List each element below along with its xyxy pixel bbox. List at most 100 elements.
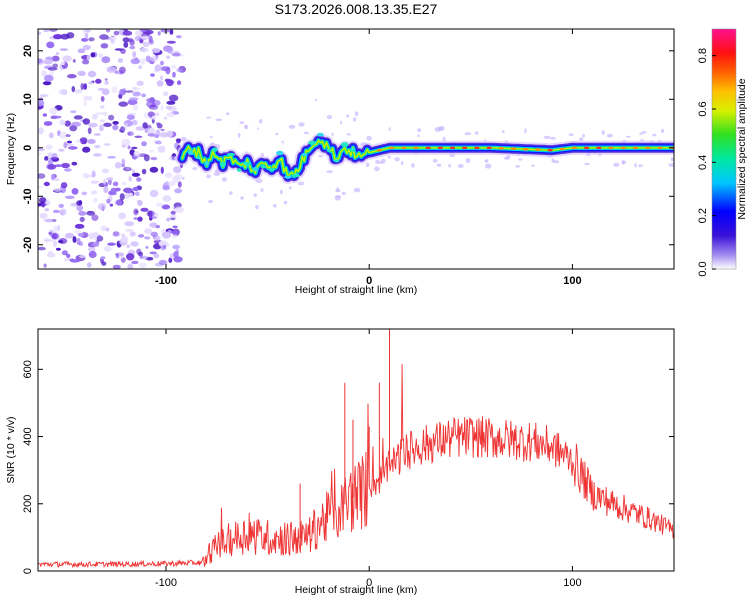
noise-speckle bbox=[63, 258, 72, 262]
noise-speckle bbox=[92, 232, 99, 239]
noise-speckle bbox=[160, 75, 164, 80]
noise-speckle bbox=[53, 240, 57, 248]
noise-speckle bbox=[66, 140, 73, 144]
noise-speckle bbox=[166, 217, 171, 222]
noise-speckle bbox=[147, 133, 156, 137]
colorbar-tick-label: 0.8 bbox=[697, 48, 709, 63]
noise-speckle bbox=[42, 113, 48, 117]
noise-speckle bbox=[169, 214, 178, 218]
noise-speckle bbox=[167, 47, 174, 54]
ridge-blob bbox=[351, 148, 355, 152]
noise-speckle bbox=[112, 231, 120, 237]
noise-speckle bbox=[118, 101, 128, 107]
noise-speckle bbox=[64, 195, 75, 199]
snr-y-tick-label: 0 bbox=[22, 568, 34, 574]
noise-speckle bbox=[173, 251, 179, 258]
noise-speckle bbox=[52, 63, 59, 69]
faint-speckle bbox=[279, 189, 283, 195]
faint-speckle bbox=[394, 157, 400, 162]
noise-speckle bbox=[171, 52, 181, 57]
noise-speckle bbox=[79, 137, 88, 143]
noise-speckle bbox=[149, 189, 159, 198]
noise-speckle bbox=[126, 244, 130, 249]
ridge-hotspot bbox=[657, 146, 663, 150]
ridge-blob bbox=[204, 161, 209, 166]
noise-speckle bbox=[67, 74, 77, 79]
noise-speckle bbox=[160, 245, 167, 251]
noise-speckle bbox=[47, 67, 58, 71]
noise-speckle bbox=[176, 68, 183, 73]
noise-speckle bbox=[151, 48, 161, 54]
noise-speckle bbox=[53, 34, 63, 40]
noise-speckle bbox=[154, 140, 162, 145]
snr-y-tick-label: 600 bbox=[22, 360, 34, 378]
noise-speckle bbox=[47, 164, 57, 170]
ridge-blob bbox=[260, 165, 267, 169]
faint-speckle bbox=[314, 99, 318, 102]
colorbar-tick-label: 0.4 bbox=[697, 155, 709, 170]
noise-speckle bbox=[169, 29, 174, 35]
noise-speckle bbox=[45, 144, 53, 150]
ridge-blob bbox=[252, 166, 258, 172]
noise-speckle bbox=[88, 246, 96, 252]
snr-x-tick-label: -100 bbox=[155, 577, 177, 589]
noise-speckle bbox=[144, 228, 153, 235]
noise-speckle bbox=[88, 122, 98, 128]
ridge-blob bbox=[341, 142, 349, 148]
spectrogram-y-tick-label: 20 bbox=[22, 45, 34, 57]
noise-speckle bbox=[160, 166, 164, 174]
faint-speckle bbox=[484, 159, 489, 162]
noise-speckle bbox=[70, 259, 80, 263]
noise-speckle bbox=[128, 176, 133, 182]
faint-speckle bbox=[221, 177, 227, 182]
faint-speckle bbox=[506, 155, 511, 160]
noise-speckle bbox=[121, 138, 131, 146]
noise-speckle bbox=[58, 131, 68, 139]
noise-speckle bbox=[161, 204, 171, 210]
noise-speckle bbox=[174, 188, 183, 194]
faint-speckle bbox=[215, 118, 223, 122]
noise-speckle bbox=[141, 93, 146, 98]
ridge-hotspot bbox=[462, 146, 468, 150]
noise-speckle bbox=[151, 115, 156, 120]
noise-speckle bbox=[87, 127, 92, 135]
ridge-hotspot bbox=[413, 146, 419, 150]
noise-speckle bbox=[142, 255, 149, 260]
noise-speckle bbox=[100, 225, 107, 232]
spectrogram-y-axis-label: Frequency (Hz) bbox=[5, 113, 17, 185]
ridge-hotspot bbox=[389, 146, 395, 150]
faint-speckle bbox=[182, 176, 185, 180]
snr-x-axis-label: Height of straight line (km) bbox=[295, 584, 418, 596]
noise-speckle bbox=[138, 262, 147, 268]
noise-speckle bbox=[90, 52, 96, 58]
noise-speckle bbox=[96, 235, 104, 242]
faint-speckle bbox=[465, 158, 471, 163]
ridge-hotspot bbox=[401, 146, 407, 150]
ridge-hotspot bbox=[596, 146, 602, 150]
snr-y-axis-label: SNR (10 * v/v) bbox=[5, 416, 17, 483]
faint-speckle bbox=[501, 130, 505, 133]
noise-speckle bbox=[130, 241, 139, 247]
noise-speckle bbox=[71, 86, 76, 93]
noise-speckle bbox=[150, 55, 159, 62]
noise-speckle bbox=[126, 253, 135, 261]
ridge-hotspot bbox=[449, 146, 456, 150]
noise-speckle bbox=[121, 158, 126, 166]
noise-speckle bbox=[64, 120, 71, 127]
faint-speckle bbox=[237, 132, 241, 138]
noise-speckle bbox=[158, 259, 168, 265]
ridge-hotspot bbox=[632, 146, 639, 150]
noise-speckle bbox=[88, 37, 95, 42]
noise-speckle bbox=[134, 191, 140, 196]
noise-speckle bbox=[170, 64, 177, 70]
noise-speckle bbox=[82, 172, 90, 179]
faint-speckle bbox=[336, 187, 340, 193]
spectrogram-x-tick-label: 100 bbox=[563, 275, 581, 287]
ridge-blob bbox=[284, 175, 292, 179]
noise-speckle bbox=[59, 210, 65, 216]
noise-speckle bbox=[139, 47, 149, 53]
noise-speckle bbox=[64, 168, 72, 172]
noise-speckle bbox=[177, 181, 182, 188]
snr-plot-area bbox=[38, 329, 674, 571]
noise-speckle bbox=[108, 114, 115, 121]
